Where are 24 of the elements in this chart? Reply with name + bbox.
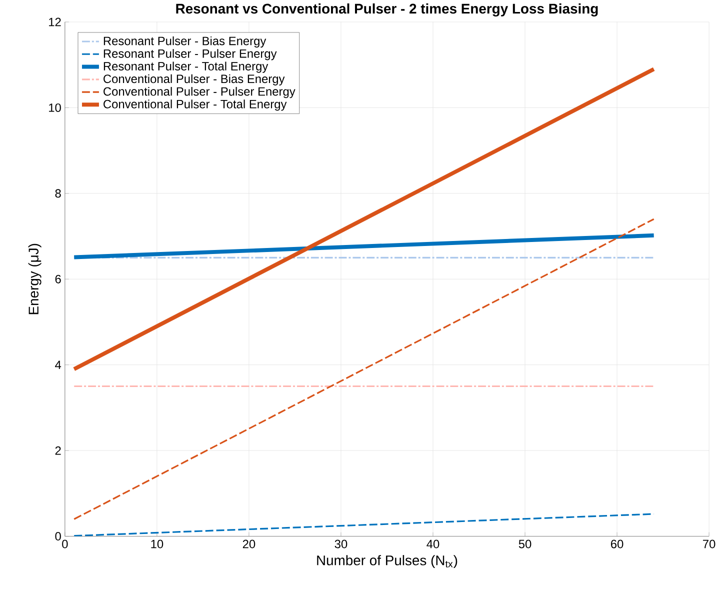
legend-label: Resonant Pulser - Total Energy [104, 62, 268, 73]
y-tick-label: 2 [55, 446, 61, 455]
legend-label: Resonant Pulser - Pulser Energy [104, 48, 277, 60]
x-tick-label: 30 [334, 540, 348, 548]
y-tick-label: 6 [55, 274, 61, 284]
y-axis-title: Energy (μJ) [28, 244, 42, 314]
legend-label: Conventional Pulser - Pulser Energy [104, 86, 296, 98]
x-tick-label: 60 [610, 540, 624, 548]
x-axis-title: Number of Pulses (N$_{tx}$) [317, 554, 458, 568]
x-tick-label: 20 [242, 540, 256, 548]
x-tick-label: 0 [62, 540, 68, 548]
legend-label: Conventional Pulser - Bias Energy [104, 74, 285, 86]
y-tick-label: 10 [49, 103, 61, 112]
chart-title: Resonant vs Conventional Pulser - 2 times Energy Loss Biasing [176, 3, 598, 16]
x-tick-label: 40 [426, 540, 440, 548]
x-tick-label: 10 [151, 540, 164, 548]
legend-label: Resonant Pulser - Bias Energy [104, 36, 266, 48]
y-tick-label: 12 [49, 18, 61, 26]
y-tick-label: 8 [55, 189, 61, 198]
legend-label: Conventional Pulser - Total Energy [104, 100, 287, 111]
x-tick-label: 50 [518, 540, 532, 548]
y-tick-label: 0 [55, 532, 61, 540]
y-tick-label: 4 [55, 360, 62, 369]
x-tick-label: 70 [703, 540, 716, 548]
